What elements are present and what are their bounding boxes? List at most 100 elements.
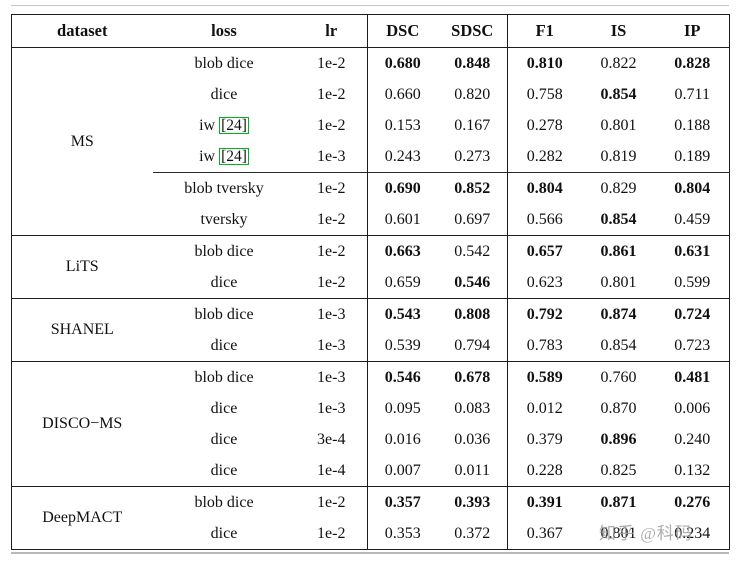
lr-cell: 1e-3 xyxy=(295,361,368,393)
citation-link[interactable]: [24] xyxy=(219,116,249,134)
metric-cell-ip: 0.631 xyxy=(655,235,730,267)
metric-cell-sdsc: 0.852 xyxy=(437,172,508,204)
metric-cell-dsc: 0.153 xyxy=(367,110,438,141)
metric-cell-ip: 0.276 xyxy=(655,486,730,518)
metric-cell-is: 0.854 xyxy=(600,85,637,103)
metric-cell-dsc: 0.357 xyxy=(367,486,438,518)
loss-label: dice xyxy=(210,399,238,417)
lr-cell: 1e-4 xyxy=(317,461,346,479)
metric-cell-is: 0.822 xyxy=(600,54,637,72)
lr-cell: 1e-2 xyxy=(317,85,346,103)
metric-cell-is: 0.819 xyxy=(600,147,637,165)
column-header-lr: lr xyxy=(295,14,368,48)
metric-cell-f1: 0.792 xyxy=(507,298,582,330)
metric-cell-f1: 0.012 xyxy=(507,393,582,424)
metric-cell-sdsc: 0.546 xyxy=(454,273,491,291)
metric-cell-dsc: 0.680 xyxy=(367,47,438,79)
dataset-cell: DISCO−MS xyxy=(11,361,153,487)
metric-cell-ip: 0.723 xyxy=(674,336,711,354)
metric-cell-ip: 0.240 xyxy=(674,430,711,448)
metric-cell-sdsc: 0.372 xyxy=(454,524,491,542)
citation-link[interactable]: [24] xyxy=(219,147,249,165)
table-body: MS blob dice 1e-2 0.680 0.848 0.810 0.822 0.828… xyxy=(11,47,730,550)
metric-cell-f1: 0.566 xyxy=(507,204,582,236)
metric-cell-f1: 0.810 xyxy=(507,47,582,79)
metric-cell-ip: 0.804 xyxy=(655,172,730,204)
metric-cell-f1: 0.282 xyxy=(507,141,582,173)
table-row: DISCO−MS blob dice 1e-3 0.546 0.678 0.589 0.76… xyxy=(11,361,730,487)
metric-cell-f1: 0.657 xyxy=(507,235,582,267)
metric-cell-dsc: 0.546 xyxy=(367,361,438,393)
loss-label: dice xyxy=(210,336,238,354)
loss-cell: dice xyxy=(153,393,296,424)
dataset-cell: SHANEL xyxy=(11,298,153,362)
metric-cell-is: 0.801 xyxy=(600,116,637,134)
metric-cell-f1: 0.783 xyxy=(507,330,582,362)
metric-cell-sdsc: 0.393 xyxy=(437,486,508,518)
metric-cell-ip: 0.234 xyxy=(674,524,711,542)
metric-cell-dsc: 0.660 xyxy=(367,79,438,110)
lr-cell: 1e-2 xyxy=(317,116,346,134)
loss-cell: iw [24] xyxy=(153,141,296,173)
lr-cell: 1e-2 xyxy=(317,210,346,228)
table-row: dice 1e-2 0.353 0.372 0.367 0.801 0.234 xyxy=(12,518,730,550)
loss-cell: blob dice xyxy=(152,486,296,518)
table-row: iw [24] 1e-3 0.243 0.273 0.282 0.819 0.189 xyxy=(12,141,730,173)
metric-cell-dsc: 0.243 xyxy=(367,141,438,173)
table-row: SHANEL blob dice 1e-3 0.543 0.808 0.792 0.874 0… xyxy=(11,298,730,362)
loss-cell: blob dice xyxy=(152,361,296,393)
metric-cell-sdsc: 0.036 xyxy=(454,430,491,448)
metric-cell-dsc: 0.007 xyxy=(367,455,438,487)
loss-cell: blob dice xyxy=(152,235,296,267)
metric-cell-f1: 0.278 xyxy=(507,110,582,141)
metric-cell-sdsc: 0.011 xyxy=(454,461,490,479)
results-table: dataset loss lr DSC SDSC F1 IS IP MS blob dice 1e… xyxy=(11,14,730,550)
metric-cell-dsc: 0.543 xyxy=(367,298,438,330)
table-row: dice 3e-4 0.016 0.036 0.379 0.896 0.240 xyxy=(12,424,730,455)
table-row: dice 1e-4 0.007 0.011 0.228 0.825 0.132 xyxy=(12,455,730,487)
table-row: dice 1e-2 0.660 0.820 0.758 0.854 0.711 xyxy=(12,79,730,110)
loss-label: blob dice xyxy=(194,54,254,72)
lr-cell: 1e-2 xyxy=(295,172,368,204)
loss-label: blob dice xyxy=(194,368,254,386)
lr-cell: 1e-3 xyxy=(317,399,346,417)
metric-cell-is: 0.829 xyxy=(581,172,656,204)
table-row: dice 1e-3 0.539 0.794 0.783 0.854 0.723 xyxy=(12,330,730,362)
metric-cell-sdsc: 0.808 xyxy=(437,298,508,330)
loss-cell: iw [24] xyxy=(153,110,296,141)
column-header-sdsc: SDSC xyxy=(437,14,508,48)
lr-cell: 1e-2 xyxy=(317,524,346,542)
metric-cell-is: 0.871 xyxy=(581,486,656,518)
loss-label: dice xyxy=(210,524,238,542)
column-header-is: IS xyxy=(581,14,656,48)
loss-label: iw xyxy=(199,147,216,165)
loss-label: blob dice xyxy=(194,493,254,511)
column-header-dataset: dataset xyxy=(11,14,153,48)
metric-cell-dsc: 0.016 xyxy=(367,424,438,455)
loss-label: dice xyxy=(210,430,238,448)
loss-cell: dice xyxy=(153,424,296,455)
dataset-cell: LiTS xyxy=(11,235,153,299)
metric-cell-f1: 0.379 xyxy=(507,424,582,455)
table-row: MS blob dice 1e-2 0.680 0.848 0.810 0.822 0.828 xyxy=(12,47,730,150)
lr-cell: 1e-2 xyxy=(317,273,346,291)
loss-cell: dice xyxy=(153,330,296,362)
metric-cell-sdsc: 0.697 xyxy=(454,210,491,228)
lr-cell: 1e-2 xyxy=(295,235,368,267)
metric-cell-ip: 0.599 xyxy=(674,273,711,291)
lr-cell: 1e-2 xyxy=(317,54,346,72)
loss-label: dice xyxy=(210,461,238,479)
metric-cell-f1: 0.758 xyxy=(507,79,582,110)
metric-cell-is: 0.854 xyxy=(600,210,637,228)
metric-cell-dsc: 0.690 xyxy=(367,172,438,204)
metric-cell-sdsc: 0.678 xyxy=(437,361,508,393)
loss-cell: tversky xyxy=(153,204,296,236)
metric-cell-f1: 0.589 xyxy=(507,361,582,393)
dataset-cell: MS xyxy=(70,132,94,150)
metric-cell-is: 0.854 xyxy=(600,336,637,354)
metric-cell-sdsc: 0.794 xyxy=(454,336,491,354)
metric-cell-f1: 0.623 xyxy=(507,267,582,299)
loss-cell: dice xyxy=(153,518,296,550)
table-header: dataset loss lr DSC SDSC F1 IS IP xyxy=(11,14,730,48)
metric-cell-ip: 0.132 xyxy=(674,461,711,479)
